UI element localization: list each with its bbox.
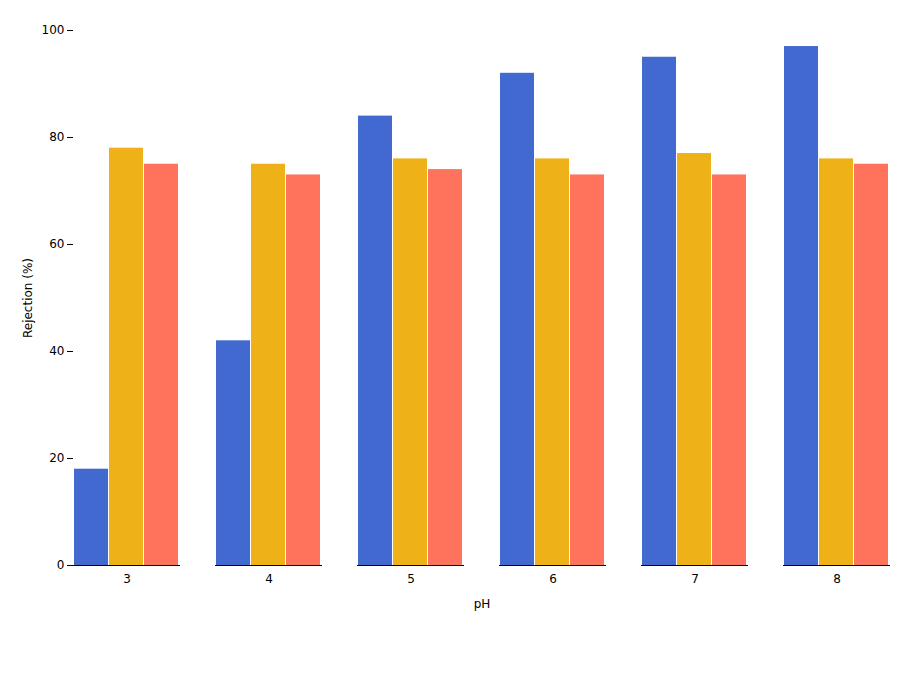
svg-text:3: 3 [123, 572, 131, 586]
svg-text:5: 5 [407, 572, 415, 586]
svg-text:6: 6 [549, 572, 557, 586]
svg-text:60: 60 [49, 237, 64, 251]
svg-text:40: 40 [49, 344, 64, 358]
svg-text:8: 8 [833, 572, 841, 586]
svg-text:0: 0 [57, 558, 65, 572]
svg-text:Rejection (%): Rejection (%) [21, 258, 35, 338]
svg-text:20: 20 [49, 451, 64, 465]
svg-text:4: 4 [265, 572, 273, 586]
svg-text:pH: pH [474, 597, 491, 611]
svg-text:100: 100 [42, 23, 65, 37]
svg-text:7: 7 [691, 572, 699, 586]
svg-text:80: 80 [49, 130, 64, 144]
